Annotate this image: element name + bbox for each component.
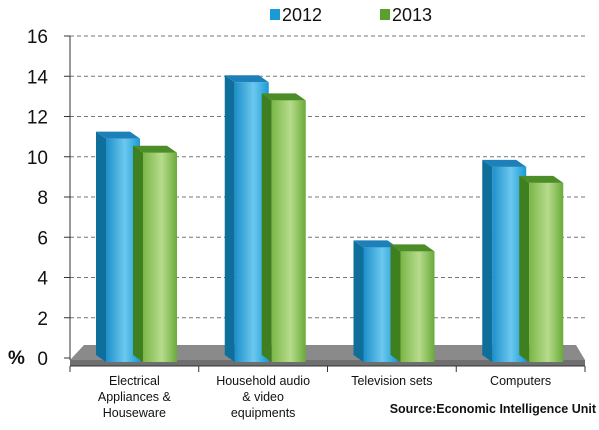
bar-2013-top (133, 145, 177, 153)
bar-2012-top (96, 131, 140, 139)
y-tick-label: 16 (27, 27, 48, 48)
bar-2012-side (482, 159, 493, 362)
bar-2013-top (519, 175, 564, 183)
legend-swatch-2013 (380, 9, 390, 20)
bar-2013 (400, 251, 435, 362)
bar-2013-top (390, 244, 435, 252)
x-axis: Electrical Appliances & Houseware Household… (69, 365, 586, 420)
legend-label-2013: 2013 (392, 5, 432, 25)
legend: 2012 2013 (270, 5, 432, 25)
bar-2013-side (390, 244, 401, 362)
bar-2013-side (261, 93, 272, 363)
y-axis-unit-label: % (8, 348, 25, 369)
bar-2013 (529, 182, 564, 362)
y-tick-label: 6 (37, 228, 48, 249)
bars (96, 75, 564, 363)
x-category-label: Electrical (109, 374, 160, 388)
y-tick-label: 14 (27, 67, 49, 88)
bar-2012-top (224, 75, 269, 83)
y-tick-label: 10 (27, 148, 48, 169)
x-category-label: Household audio (216, 374, 310, 388)
bar-2013 (143, 152, 177, 362)
y-tick-label: 0 (37, 349, 48, 370)
y-tick-label: 2 (37, 309, 48, 330)
bar-2013-side (133, 145, 143, 362)
y-tick-label: 8 (37, 188, 48, 209)
bar-2013-side (519, 175, 530, 362)
x-category-label: equipments (231, 406, 296, 420)
chart-floor (70, 345, 585, 366)
bar-2012-side (353, 240, 364, 362)
y-tick-label: 12 (27, 108, 48, 129)
bar-2012-top (353, 240, 398, 248)
y-axis: 0 2 4 6 8 10 12 14 16 (27, 27, 71, 370)
x-category-label: Computers (490, 374, 551, 388)
bar-2013-top (261, 93, 306, 101)
floor-top (70, 345, 585, 360)
bar-2013 (271, 100, 306, 363)
bar-2012-top (482, 159, 527, 167)
floor-front (70, 360, 585, 366)
bar-2012-side (96, 131, 106, 362)
legend-swatch-2012 (270, 9, 280, 20)
x-category-label: Appliances & (98, 390, 172, 404)
source-note: Source:Economic Intelligence Unit (390, 402, 597, 416)
legend-label-2012: 2012 (282, 5, 322, 25)
x-category-label: & video (242, 390, 284, 404)
x-category-label: Houseware (103, 406, 166, 420)
x-category-label: Television sets (351, 374, 432, 388)
y-tick-label: 4 (37, 269, 48, 290)
bar-2012-side (224, 75, 235, 362)
